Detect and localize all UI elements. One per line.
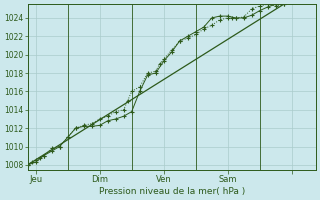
X-axis label: Pression niveau de la mer( hPa ): Pression niveau de la mer( hPa ) [99, 187, 245, 196]
